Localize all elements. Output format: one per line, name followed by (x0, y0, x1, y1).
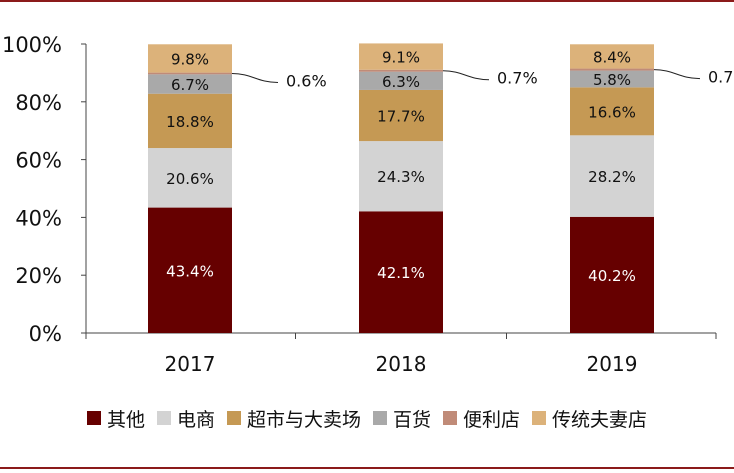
bar-segment (570, 68, 654, 71)
y-tick-label: 40% (15, 206, 62, 230)
legend-swatch (373, 411, 387, 425)
bar-segment (359, 71, 443, 90)
data-label: 0.7% (708, 68, 734, 87)
legend-label: 电商 (176, 408, 215, 431)
legend-swatch (226, 411, 241, 425)
bar-segment (359, 211, 443, 333)
bar-segment (148, 148, 232, 208)
bar-segment (570, 44, 654, 69)
legend-label: 超市与大卖场 (246, 408, 361, 431)
data-label: 6.7% (171, 76, 209, 94)
data-label: 16.6% (588, 103, 636, 121)
y-tick-label: 100% (2, 33, 62, 57)
legend-item: 电商 (156, 405, 215, 432)
legend-item: 超市与大卖场 (226, 405, 361, 432)
y-tick-label: 80% (15, 91, 62, 115)
data-label: 40.2% (588, 267, 636, 285)
legend-label: 传统夫妻店 (552, 408, 648, 431)
x-tick-label: 2019 (587, 352, 638, 376)
y-tick-label: 0% (29, 322, 62, 346)
top-rule (0, 0, 734, 2)
data-label: 9.1% (382, 49, 420, 67)
x-tick-label: 2017 (165, 352, 216, 376)
data-label: 42.1% (377, 264, 425, 282)
legend-item: 其他 (86, 405, 145, 432)
data-label: 9.8% (171, 50, 209, 68)
legend-item: 传统夫妻店 (532, 405, 647, 432)
data-label: 43.4% (166, 262, 214, 280)
bar-segment (359, 69, 443, 72)
callout-line (231, 72, 279, 83)
bar-segment (359, 89, 443, 142)
data-label: 8.4% (593, 48, 631, 66)
bar-segment (148, 72, 232, 75)
legend: 其他 电商 超市与大卖场 百货 便利店 传统夫妻店 (0, 400, 734, 436)
y-tick-label: 20% (15, 264, 62, 288)
data-label: 17.7% (377, 108, 425, 126)
legend-label: 便利店 (463, 408, 521, 431)
data-label: 24.3% (377, 168, 425, 186)
bar-segment (570, 70, 654, 88)
bar-segment (148, 207, 232, 333)
legend-label: 百货 (393, 408, 432, 431)
bottom-rule (0, 467, 734, 469)
legend-item: 百货 (373, 405, 431, 432)
legend-swatch (443, 411, 458, 425)
y-tick-label: 60% (15, 149, 62, 173)
bar-segment (148, 93, 232, 149)
x-tick-label: 2018 (376, 352, 427, 376)
legend-item: 便利店 (443, 405, 520, 432)
legend-swatch (86, 411, 101, 425)
bar-segment (359, 141, 443, 212)
data-label: 18.8% (166, 113, 214, 131)
legend-label: 其他 (106, 408, 145, 431)
bar-segment (570, 135, 654, 217)
bar-segment (570, 87, 654, 136)
data-label: 5.8% (593, 71, 631, 89)
callout-line (442, 70, 490, 81)
data-label: 28.2% (588, 168, 636, 186)
bar-segment (359, 43, 443, 70)
bar-segment (570, 216, 654, 333)
data-label: 20.6% (166, 170, 214, 188)
legend-swatch (532, 411, 547, 425)
bar-segment (148, 44, 232, 73)
bar-segment (148, 74, 232, 94)
data-label: 0.6% (286, 71, 327, 90)
stacked-bar-chart: 0% 20% 40% 60% 80% 100% 2017 2018 2019 43.4% 20.6%… (2, 33, 734, 376)
data-label: 0.7% (497, 69, 538, 88)
legend-swatch (156, 411, 171, 425)
data-label: 6.3% (382, 73, 420, 91)
callout-line (653, 69, 701, 80)
